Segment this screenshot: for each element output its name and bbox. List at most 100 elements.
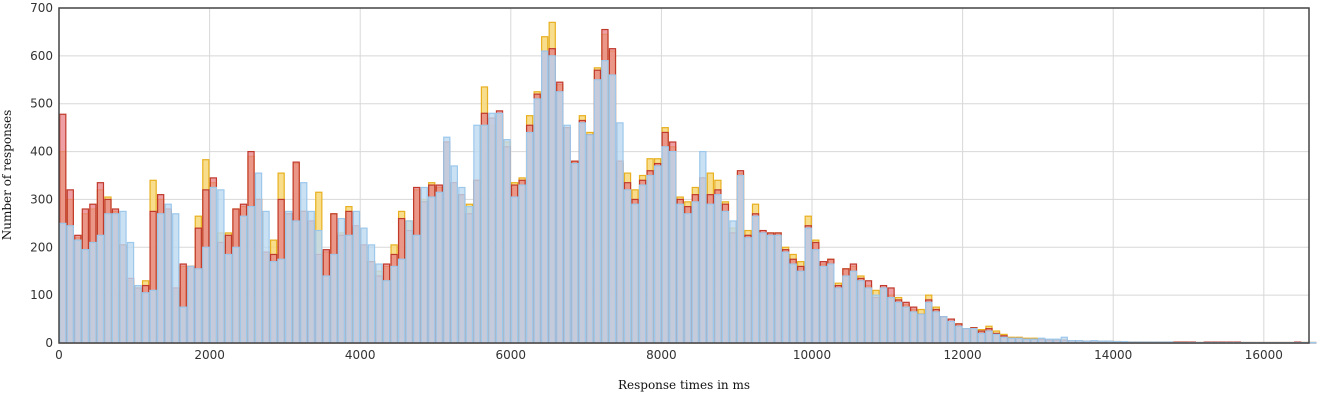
x-tick-label-4: 8000: [646, 348, 677, 362]
bar-blue-72: [601, 60, 609, 344]
x-tick-label-0: 0: [55, 348, 63, 362]
bar-blue-81: [669, 150, 677, 344]
bar-blue-44: [390, 265, 398, 344]
y-tick-label-4: 400: [30, 145, 53, 159]
bar-blue-77: [638, 184, 647, 344]
bar-blue-88: [721, 210, 730, 344]
bar-blue-80: [661, 146, 669, 344]
y-tick-label-3: 300: [30, 192, 53, 206]
bar-blue-68: [571, 162, 579, 344]
bar-blue-123: [985, 330, 993, 344]
bar-blue-70: [586, 134, 594, 344]
bar-blue-78: [646, 174, 654, 344]
bar-blue-54: [465, 206, 474, 344]
bar-blue-4: [89, 241, 97, 344]
bar-blue-46: [405, 220, 413, 344]
bar-blue-62: [525, 131, 534, 344]
bar-blue-34: [315, 229, 323, 344]
bar-blue-73: [608, 74, 617, 344]
bar-blue-61: [518, 184, 526, 344]
bar-blue-21: [217, 189, 225, 344]
bar-blue-13: [156, 213, 165, 344]
bar-blue-37: [337, 217, 346, 344]
bar-blue-1: [66, 225, 74, 344]
bar-blue-91: [744, 237, 752, 344]
bar-blue-11: [141, 292, 150, 344]
bar-blue-86: [706, 203, 715, 344]
bar-blue-111: [894, 301, 903, 344]
bar-blue-10: [134, 284, 142, 344]
bar-blue-63: [533, 98, 541, 344]
bar-blue-109: [879, 287, 888, 344]
bar-blue-23: [232, 246, 240, 344]
bar-blue-41: [367, 244, 376, 344]
bar-blue-48: [420, 186, 428, 344]
bar-blue-98: [797, 270, 805, 344]
bar-blue-64: [541, 50, 549, 344]
bar-blue-124: [992, 333, 1001, 344]
bar-blue-28: [269, 261, 278, 344]
bar-blue-57: [488, 112, 496, 344]
bar-blue-74: [616, 122, 624, 344]
bar-blue-38: [345, 234, 353, 344]
bar-blue-24: [239, 215, 248, 344]
bar-blue-117: [940, 316, 948, 344]
bar-blue-47: [413, 234, 421, 344]
bar-blue-29: [277, 258, 285, 344]
bar-blue-122: [977, 332, 986, 344]
bar-blue-52: [450, 165, 458, 344]
x-tick-label-7: 14000: [1094, 348, 1132, 362]
x-tick-label-5: 10000: [793, 348, 831, 362]
y-tick-label-5: 500: [30, 97, 53, 111]
bar-blue-50: [435, 191, 443, 344]
bar-blue-113: [910, 311, 918, 344]
bar-blue-84: [691, 201, 699, 344]
bar-blue-7: [111, 213, 120, 344]
bar-blue-40: [360, 227, 368, 344]
bar-blue-42: [375, 263, 383, 344]
bar-blue-9: [126, 241, 135, 344]
bar-blue-83: [684, 213, 692, 344]
bar-blue-66: [556, 91, 564, 344]
bar-blue-49: [428, 196, 436, 344]
bar-blue-101: [819, 265, 827, 344]
bar-blue-76: [631, 203, 639, 344]
y-tick-label-0: 0: [45, 336, 53, 350]
y-tick-label-2: 200: [30, 240, 53, 254]
x-axis-title: Response times in ms: [618, 378, 750, 392]
bar-blue-65: [548, 55, 556, 344]
bar-blue-39: [352, 210, 361, 344]
bar-blue-87: [714, 194, 722, 344]
bar-blue-90: [736, 174, 745, 344]
bar-blue-22: [224, 253, 233, 344]
bar-blue-35: [322, 275, 330, 344]
bar-blue-108: [872, 294, 880, 344]
bar-blue-26: [254, 172, 263, 344]
bar-blue-104: [842, 275, 850, 344]
bar-blue-33: [307, 210, 315, 344]
bar-blue-15: [172, 213, 180, 344]
bar-blue-71: [593, 79, 602, 344]
bar-blue-114: [917, 313, 925, 344]
bar-blue-18: [194, 268, 202, 344]
bar-blue-27: [262, 210, 270, 344]
bar-blue-58: [495, 112, 504, 344]
bar-blue-2: [74, 239, 82, 344]
y-tick-label-6: 600: [30, 49, 53, 63]
plot-frame: [58, 7, 1310, 344]
bar-blue-36: [330, 253, 338, 344]
bar-blue-56: [480, 124, 489, 344]
bar-blue-51: [443, 136, 451, 344]
bar-blue-110: [887, 296, 895, 344]
x-tick-label-6: 12000: [944, 348, 982, 362]
x-tick-label-3: 6000: [496, 348, 527, 362]
series-blue: [59, 50, 1317, 344]
axes: 0 2000 4000 6000 8000 10000 12000 14000 16000 0 10…: [30, 1, 1310, 362]
bar-blue-121: [970, 328, 978, 344]
bar-blue-116: [932, 311, 940, 344]
bar-blue-125: [1000, 336, 1008, 344]
bar-blue-12: [149, 289, 157, 344]
bar-blue-32: [300, 182, 308, 344]
